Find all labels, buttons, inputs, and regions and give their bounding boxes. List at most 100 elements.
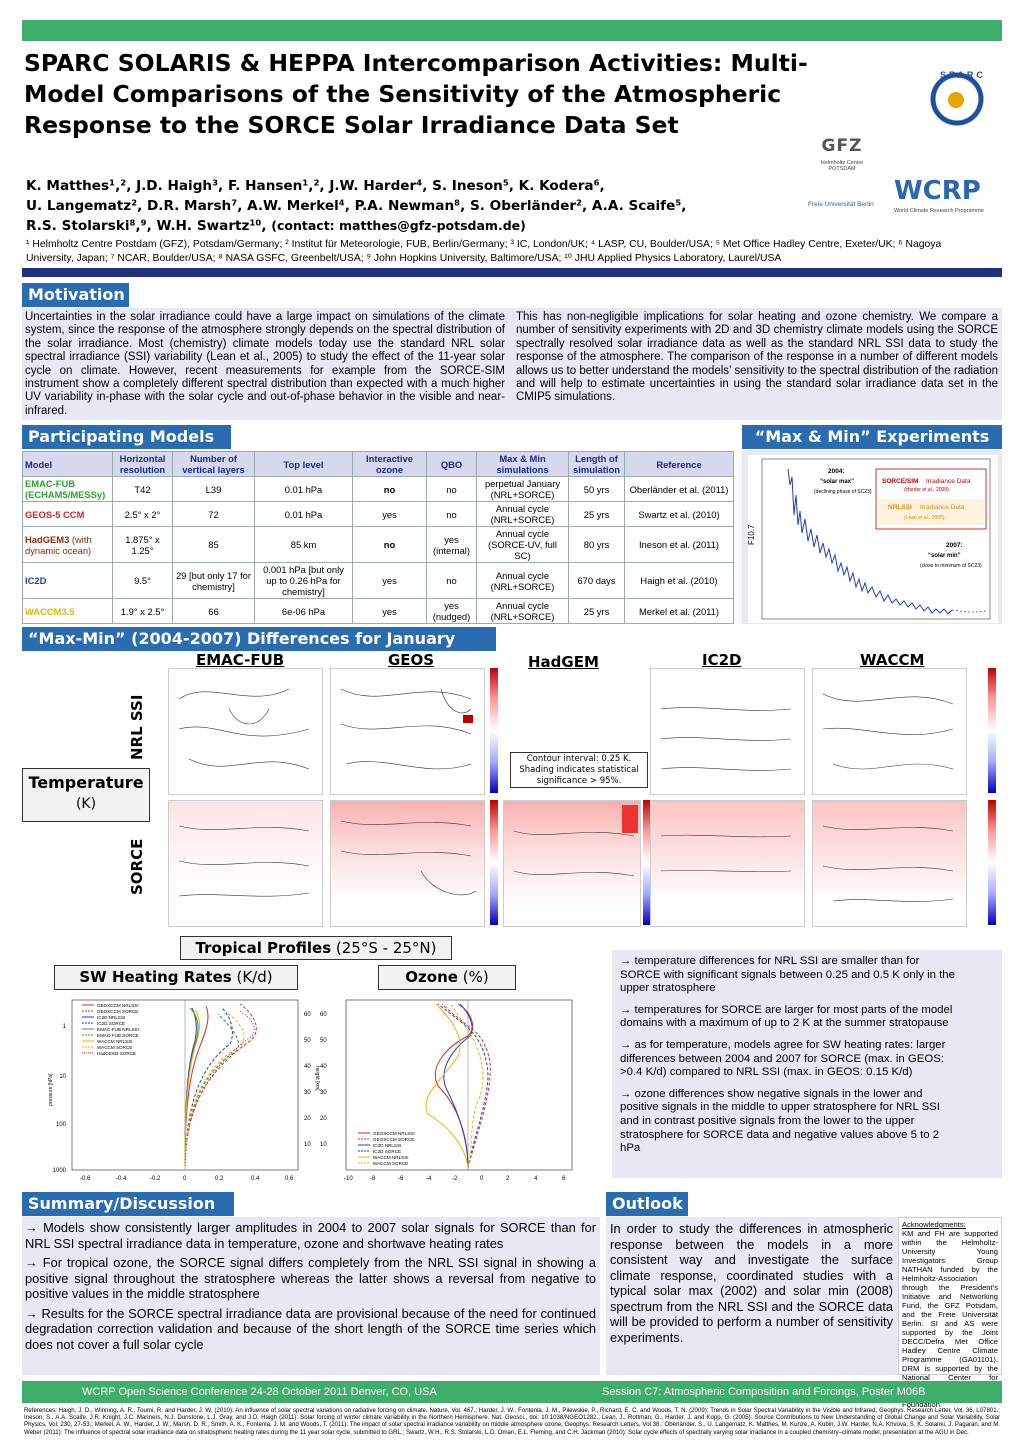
h-tick: 60 bbox=[304, 1012, 311, 1018]
col-header: Interactive ozone bbox=[352, 451, 427, 477]
f107-ylabel: F10.7 bbox=[748, 524, 756, 545]
variable-unit: (K) bbox=[75, 796, 97, 812]
h-tick: 60 bbox=[320, 1012, 327, 1018]
h-tick: 10 bbox=[320, 1142, 327, 1148]
cell: 1.9° x 2.5° bbox=[112, 598, 173, 624]
contour-line bbox=[340, 820, 472, 827]
model-name: IC2D bbox=[22, 562, 113, 599]
p-axis-label: pressure [hPa] bbox=[48, 1073, 54, 1106]
fig-title-hadgem: HadGEM bbox=[528, 653, 599, 671]
contour-line bbox=[822, 727, 954, 735]
table-row: GEOS-5 CCM 2.5° x 2° 72 0.01 hPa yes no … bbox=[22, 501, 734, 527]
ozone-box: Ozone (%) bbox=[378, 965, 516, 990]
cell: 25 yrs bbox=[568, 501, 625, 527]
col-header: Top level bbox=[254, 451, 353, 477]
models-table-header: Model Horizontal resolution Number of ve… bbox=[22, 451, 734, 477]
plot-frame bbox=[345, 999, 573, 1171]
x-tick: 0 bbox=[183, 1176, 187, 1182]
ozone-profile-line bbox=[449, 1003, 484, 1169]
footer-bar: WCRP Open Science Conference 24-28 Octob… bbox=[22, 1381, 1002, 1403]
x-tick: -10 bbox=[344, 1176, 353, 1182]
p-tick: 10 bbox=[59, 1074, 66, 1080]
oz-legend-entry: IC2D SORCE bbox=[373, 1149, 401, 1154]
contour-line bbox=[188, 758, 310, 770]
model-name: HadGEM3 (with dynamic ocean) bbox=[22, 526, 113, 563]
h-tick: 20 bbox=[304, 1116, 311, 1122]
table-row: IC2D 9.5° 29 [but only 17 for chemistry]… bbox=[22, 562, 734, 599]
sw-heating-box: SW Heating Rates (K/d) bbox=[54, 965, 298, 990]
sw-legend-entry: GEOSCCM SORCE bbox=[97, 1009, 138, 1014]
oz-legend-entry: IC2D NRLSSI bbox=[373, 1143, 401, 1148]
contour-line bbox=[178, 726, 310, 737]
tropical-profiles-box: Tropical Profiles (25°S - 25°N) bbox=[180, 936, 452, 960]
motivation-text-right: This has non-negligible implications for… bbox=[516, 311, 998, 404]
cell: yes (internal) bbox=[426, 526, 477, 563]
f107-sorce-line bbox=[787, 468, 953, 615]
outlook-text: In order to study the differences in atm… bbox=[610, 1221, 893, 1345]
h-tick: 20 bbox=[320, 1116, 327, 1122]
cell: 80 yrs bbox=[568, 526, 625, 563]
cell: Oberländer et al. (2011) bbox=[624, 476, 734, 502]
poster-title: SPARC SOLARIS & HEPPA Intercomparison Ac… bbox=[24, 49, 808, 139]
finding-item: → temperatures for SORCE are larger for … bbox=[620, 1003, 953, 1030]
contour-line bbox=[178, 688, 290, 700]
contour-svg bbox=[822, 825, 954, 902]
cell: 50 yrs bbox=[568, 476, 625, 502]
x-tick: 0 bbox=[480, 1176, 484, 1182]
cell: 29 [but only 17 for chemistry] bbox=[172, 562, 255, 599]
fig-title-waccm: WACCM bbox=[860, 651, 925, 669]
gfz-logo-subtext: Helmholtz Centre POTSDAM bbox=[820, 160, 864, 172]
ozone-profile-line bbox=[443, 1003, 473, 1169]
outlook-header: Outlook bbox=[606, 1192, 688, 1216]
fig-title-emac: EMAC-FUB bbox=[196, 651, 285, 669]
sw-heating-unit: (K/d) bbox=[236, 968, 273, 986]
contour-line bbox=[660, 870, 792, 872]
variable-box: Temperature (K) bbox=[22, 768, 150, 822]
x-tick: -2 bbox=[452, 1176, 458, 1182]
contour-line bbox=[822, 865, 954, 872]
summary-list: → Models show consistently larger amplit… bbox=[25, 1220, 596, 1352]
author-line-3: R.S. Stolarski⁸,⁹, W.H. Swartz¹⁰, bbox=[26, 218, 267, 234]
wcrp-logo: WCRP World Climate Research Programme bbox=[894, 178, 1004, 214]
h-tick: 30 bbox=[320, 1090, 327, 1096]
cell: yes (nudged) bbox=[426, 598, 477, 624]
sw-profile-line bbox=[184, 1007, 233, 1167]
oz-legend-entry: WACCM SORCE bbox=[373, 1161, 408, 1166]
contour-line bbox=[340, 850, 472, 857]
cell: no bbox=[426, 476, 477, 502]
cell: 66 bbox=[172, 598, 255, 624]
col-header: Horizontal resolution bbox=[112, 451, 173, 477]
contour-line bbox=[420, 870, 477, 896]
cell: no bbox=[352, 526, 427, 563]
x-tick: -0.6 bbox=[80, 1176, 91, 1182]
significance-shade bbox=[622, 805, 638, 833]
top-banner bbox=[22, 20, 1002, 41]
cell: 25 yrs bbox=[568, 598, 625, 624]
h-tick: 40 bbox=[320, 1064, 327, 1070]
contact-email[interactable]: (contact: matthes@gfz-potsdam.de) bbox=[271, 218, 526, 233]
p-tick: 1000 bbox=[53, 1168, 67, 1174]
col-header: Number of vertical layers bbox=[172, 451, 255, 477]
contour-line bbox=[228, 708, 270, 725]
maxmin-exp-header: “Max & Min” Experiments bbox=[742, 425, 1002, 449]
model-name-note: (with dynamic ocean) bbox=[25, 533, 92, 556]
col-header: QBO bbox=[426, 451, 477, 477]
h-tick: 50 bbox=[304, 1038, 311, 1044]
cell: 670 days bbox=[568, 562, 625, 599]
sw-legend-entry: GEOSCCM NRLSSI bbox=[97, 1003, 139, 1008]
fig-title-ic2d: IC2D bbox=[702, 651, 742, 669]
findings-list: → temperature differences for NRL SSI ar… bbox=[620, 955, 960, 1156]
sw-profile-line bbox=[184, 1003, 257, 1167]
x-tick: 6 bbox=[562, 1176, 566, 1182]
annot-2004: 2004: bbox=[828, 468, 845, 475]
contour-line bbox=[513, 870, 635, 877]
finding-item: → temperature differences for NRL SSI ar… bbox=[620, 955, 955, 995]
finding-item: → ozone differences show negative signal… bbox=[620, 1087, 940, 1155]
header-divider bbox=[22, 268, 1002, 277]
cell: 0.01 hPa bbox=[254, 501, 353, 527]
h-tick: 50 bbox=[320, 1038, 327, 1044]
oz-legend-entry: GEOSCCM NRLSSI bbox=[373, 1131, 415, 1136]
annot-2004-c: (declining phase of SC23) bbox=[814, 489, 872, 495]
map-emac-sorce bbox=[168, 800, 323, 927]
p-tick: 100 bbox=[56, 1122, 67, 1128]
